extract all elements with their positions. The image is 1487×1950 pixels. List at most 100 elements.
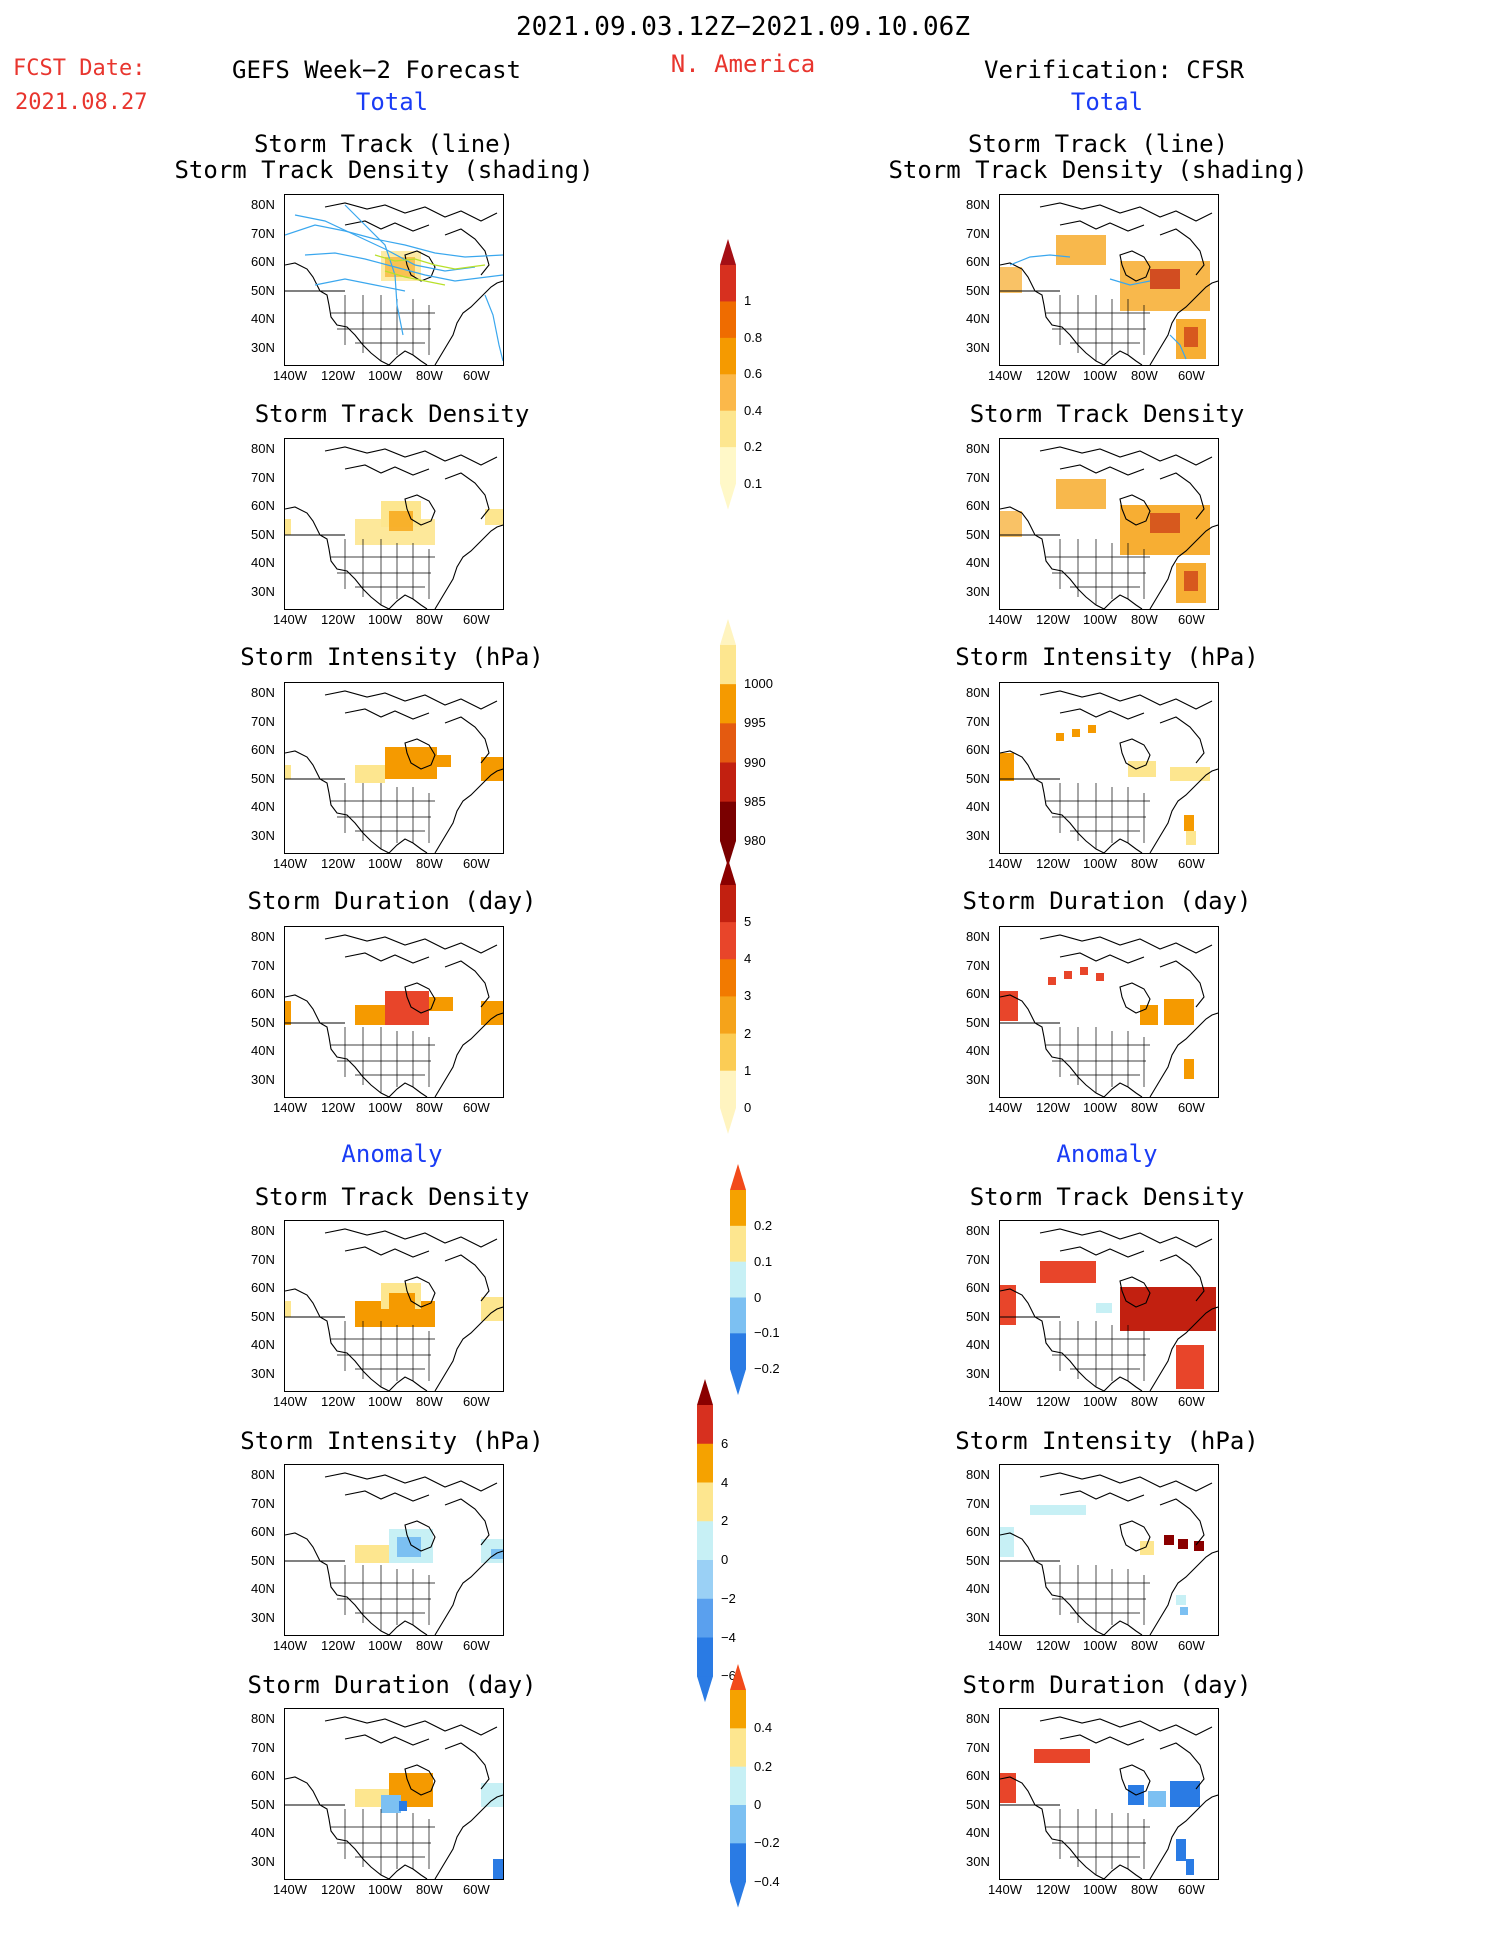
lat-tick-label: 70N (251, 714, 275, 729)
coastline (1119, 250, 1151, 282)
left-anom-duration-title: Storm Duration (day) (247, 1671, 537, 1699)
map-canvas (1000, 1716, 1218, 1879)
colorbar-end-triangle (720, 859, 736, 885)
storm-track-line (294, 214, 476, 272)
coastline (1159, 1254, 1205, 1302)
shading-cell (437, 755, 451, 767)
shading-cell (1000, 1773, 1016, 1803)
lat-tick-label: 40N (966, 1043, 990, 1058)
colorbar-label: 0.4 (744, 402, 763, 418)
coastline (444, 1498, 490, 1546)
map-cfsr-density (999, 438, 1219, 610)
colorbar-label: 0.2 (754, 1758, 773, 1774)
right-duration-title: Storm Duration (day) (962, 887, 1252, 915)
colorbar-label: 0.2 (744, 439, 763, 455)
colorbar-segment (720, 447, 736, 485)
coastline (1000, 506, 1105, 609)
right-anom-density-title: Storm Track Density (969, 1183, 1245, 1211)
lon-tick-label: 60W (463, 856, 490, 871)
coastline (1039, 446, 1213, 466)
shading-cell (1000, 753, 1014, 781)
colorbar-segment (720, 301, 736, 339)
colorbar-segment (697, 1637, 713, 1677)
lat-tick-label: 80N (251, 1711, 275, 1726)
coastline (1119, 1764, 1151, 1796)
coastline (324, 934, 498, 954)
shading-cell (355, 1789, 389, 1807)
colorbar-end-triangle (730, 1881, 746, 1908)
lon-tick-label: 60W (1178, 1882, 1205, 1897)
storm-track-line (1009, 254, 1071, 266)
colorbar-segment (697, 1560, 713, 1600)
colorbar-segment (720, 885, 736, 923)
lon-tick-label: 80W (1131, 1394, 1158, 1409)
lat-tick-label: 50N (966, 771, 990, 786)
lat-tick-label: 40N (966, 1581, 990, 1596)
right-density-title: Storm Track Density (969, 400, 1245, 428)
coastline (324, 1472, 498, 1492)
shading-cell (1096, 1303, 1112, 1313)
coastline (1000, 1532, 1105, 1635)
map-gefs-density-anom (284, 1220, 504, 1392)
shading-cell (1184, 327, 1198, 347)
colorbar-label: −6 (721, 1668, 736, 1684)
shading-cell (1184, 571, 1198, 591)
coastline (285, 994, 390, 1097)
map-canvas (285, 934, 503, 1097)
shading-cell (481, 757, 503, 781)
lon-tick-label: 120W (321, 1882, 355, 1897)
lon-tick-label: 60W (463, 1394, 490, 1409)
colorbar-density_anom (730, 1164, 746, 1396)
coastline (344, 1490, 430, 1502)
colorbar-end-triangle (697, 1379, 713, 1405)
coastline (388, 350, 428, 365)
lat-tick-label: 80N (966, 929, 990, 944)
lat-tick-label: 70N (966, 714, 990, 729)
lat-tick-label: 80N (966, 1711, 990, 1726)
colorbar-label: 2 (721, 1513, 729, 1529)
lat-tick-label: 40N (966, 799, 990, 814)
lat-tick-label: 40N (251, 799, 275, 814)
shading-cell (285, 1001, 291, 1025)
lat-tick-label: 60N (966, 254, 990, 269)
colorbar-intensity_anom (697, 1379, 713, 1703)
lat-tick-label: 60N (966, 1524, 990, 1539)
coastline (1103, 1376, 1143, 1391)
lon-tick-label: 140W (273, 1638, 307, 1653)
lon-tick-label: 140W (988, 1394, 1022, 1409)
right-intensity-title: Storm Intensity (hPa) (955, 643, 1259, 671)
right-anom-duration-title: Storm Duration (day) (962, 1671, 1252, 1699)
lon-tick-label: 120W (1036, 612, 1070, 627)
lat-tick-label: 40N (251, 1337, 275, 1352)
lat-tick-label: 30N (251, 1366, 275, 1381)
coastline (285, 262, 390, 365)
colorbar-end-triangle (697, 1676, 713, 1703)
shading-cell (1186, 831, 1196, 845)
lat-tick-label: 60N (966, 1768, 990, 1783)
lat-tick-label: 70N (251, 1740, 275, 1755)
lon-tick-label: 100W (1083, 368, 1117, 383)
colorbar-segment (720, 265, 736, 302)
lon-tick-label: 80W (1131, 1638, 1158, 1653)
shading-cell (429, 997, 453, 1011)
shading-cell (485, 509, 503, 525)
lat-tick-label: 60N (251, 498, 275, 513)
colorbar-label: 990 (744, 754, 766, 770)
right-anomaly-label: Anomaly (1056, 1140, 1158, 1168)
lon-tick-label: 80W (1131, 1882, 1158, 1897)
coastline (344, 1734, 430, 1746)
colorbar-label: 985 (744, 793, 766, 809)
coastline (285, 506, 390, 609)
lon-tick-label: 80W (416, 368, 443, 383)
left-anomaly-label: Anomaly (341, 1140, 443, 1168)
lat-tick-label: 60N (966, 498, 990, 513)
shading-cell (285, 519, 291, 535)
colorbar-label: 0 (744, 1099, 752, 1115)
colorbar-label: 0.2 (754, 1217, 773, 1233)
lat-tick-label: 60N (966, 986, 990, 1001)
lon-tick-label: 100W (368, 1882, 402, 1897)
lat-tick-label: 60N (251, 1280, 275, 1295)
colorbar-label: 0 (754, 1289, 762, 1305)
colorbar-label: 0 (721, 1552, 729, 1567)
colorbar-segment (720, 337, 736, 375)
